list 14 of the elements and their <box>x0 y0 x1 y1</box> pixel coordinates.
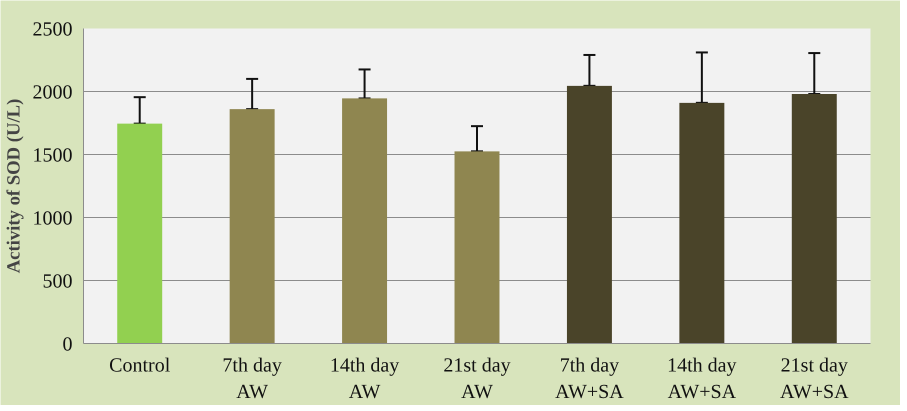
x-tick-label: 14th day AW+SA <box>667 354 737 403</box>
x-tick-label: Control <box>109 354 171 376</box>
y-tick-label: 500 <box>42 270 72 292</box>
x-tick-label: 21st day AW <box>443 354 511 403</box>
y-tick-label: 1500 <box>32 144 72 166</box>
x-tick-label: 7th day AW <box>222 354 282 403</box>
x-tick-label: 7th day AW+SA <box>555 354 624 403</box>
y-axis-title: Activity of SOD (U/L) <box>4 98 24 274</box>
y-tick-label: 1000 <box>32 208 72 230</box>
y-tick-label: 2000 <box>32 82 72 104</box>
x-tick-label: 21st day AW+SA <box>780 354 850 403</box>
y-tick-label: 0 <box>62 334 72 356</box>
x-tick-label: 14th day AW <box>330 354 400 403</box>
y-tick-label: 2500 <box>32 18 72 40</box>
